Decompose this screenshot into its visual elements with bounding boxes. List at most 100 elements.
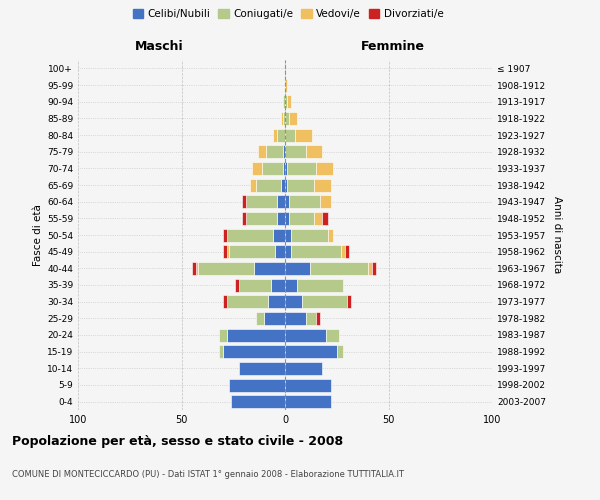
Bar: [289, 112, 298, 125]
Bar: [285, 95, 287, 108]
Bar: [285, 395, 331, 408]
Bar: [285, 378, 331, 392]
Bar: [287, 95, 291, 108]
Bar: [262, 162, 283, 175]
Bar: [231, 395, 285, 408]
Bar: [227, 245, 229, 258]
Bar: [285, 195, 289, 208]
Bar: [227, 228, 272, 241]
Bar: [285, 262, 310, 275]
Bar: [242, 212, 245, 225]
Bar: [316, 162, 332, 175]
Text: Maschi: Maschi: [134, 40, 184, 52]
Bar: [285, 212, 289, 225]
Bar: [256, 178, 281, 192]
Bar: [245, 212, 277, 225]
Bar: [219, 345, 223, 358]
Bar: [223, 295, 227, 308]
Bar: [285, 312, 306, 325]
Bar: [277, 195, 285, 208]
Bar: [295, 128, 312, 141]
Bar: [268, 295, 285, 308]
Bar: [306, 312, 316, 325]
Text: Popolazione per età, sesso e stato civile - 2008: Popolazione per età, sesso e stato civil…: [12, 435, 343, 448]
Bar: [285, 362, 322, 375]
Bar: [227, 295, 268, 308]
Bar: [229, 245, 275, 258]
Bar: [347, 295, 351, 308]
Bar: [285, 145, 306, 158]
Bar: [223, 345, 285, 358]
Bar: [281, 178, 285, 192]
Bar: [229, 378, 285, 392]
Y-axis label: Anni di nascita: Anni di nascita: [551, 196, 562, 274]
Bar: [277, 128, 285, 141]
Bar: [198, 262, 254, 275]
Bar: [291, 245, 341, 258]
Bar: [285, 228, 291, 241]
Bar: [314, 212, 322, 225]
Bar: [223, 245, 227, 258]
Bar: [306, 145, 322, 158]
Bar: [272, 128, 277, 141]
Bar: [285, 162, 287, 175]
Bar: [302, 295, 347, 308]
Bar: [298, 278, 343, 291]
Bar: [265, 312, 285, 325]
Y-axis label: Fasce di età: Fasce di età: [33, 204, 43, 266]
Bar: [285, 128, 295, 141]
Bar: [254, 262, 285, 275]
Text: Femmine: Femmine: [361, 40, 425, 52]
Bar: [287, 178, 314, 192]
Bar: [368, 262, 372, 275]
Bar: [219, 328, 227, 342]
Bar: [192, 262, 196, 275]
Bar: [196, 262, 198, 275]
Bar: [337, 345, 343, 358]
Bar: [285, 295, 302, 308]
Bar: [275, 245, 285, 258]
Legend: Celibi/Nubili, Coniugati/e, Vedovi/e, Divorziati/e: Celibi/Nubili, Coniugati/e, Vedovi/e, Di…: [128, 5, 448, 24]
Bar: [291, 228, 328, 241]
Bar: [245, 195, 277, 208]
Bar: [266, 145, 283, 158]
Bar: [239, 362, 285, 375]
Bar: [227, 328, 285, 342]
Bar: [285, 112, 289, 125]
Bar: [310, 262, 368, 275]
Bar: [283, 145, 285, 158]
Bar: [326, 328, 339, 342]
Bar: [287, 162, 316, 175]
Bar: [289, 212, 314, 225]
Bar: [328, 228, 332, 241]
Bar: [283, 95, 285, 108]
Bar: [271, 278, 285, 291]
Bar: [320, 195, 331, 208]
Bar: [256, 312, 265, 325]
Text: COMUNE DI MONTECICCARDO (PU) - Dati ISTAT 1° gennaio 2008 - Elaborazione TUTTITA: COMUNE DI MONTECICCARDO (PU) - Dati ISTA…: [12, 470, 404, 479]
Bar: [250, 178, 256, 192]
Bar: [283, 162, 285, 175]
Bar: [281, 112, 283, 125]
Bar: [341, 245, 345, 258]
Bar: [285, 345, 337, 358]
Bar: [372, 262, 376, 275]
Bar: [223, 228, 227, 241]
Bar: [316, 312, 320, 325]
Bar: [283, 112, 285, 125]
Bar: [345, 245, 349, 258]
Bar: [252, 162, 262, 175]
Bar: [289, 195, 320, 208]
Bar: [314, 178, 331, 192]
Bar: [235, 278, 239, 291]
Bar: [277, 212, 285, 225]
Bar: [285, 178, 287, 192]
Bar: [322, 212, 328, 225]
Bar: [258, 145, 266, 158]
Bar: [285, 328, 326, 342]
Bar: [239, 278, 271, 291]
Bar: [285, 78, 287, 92]
Bar: [285, 278, 298, 291]
Bar: [272, 228, 285, 241]
Bar: [285, 245, 291, 258]
